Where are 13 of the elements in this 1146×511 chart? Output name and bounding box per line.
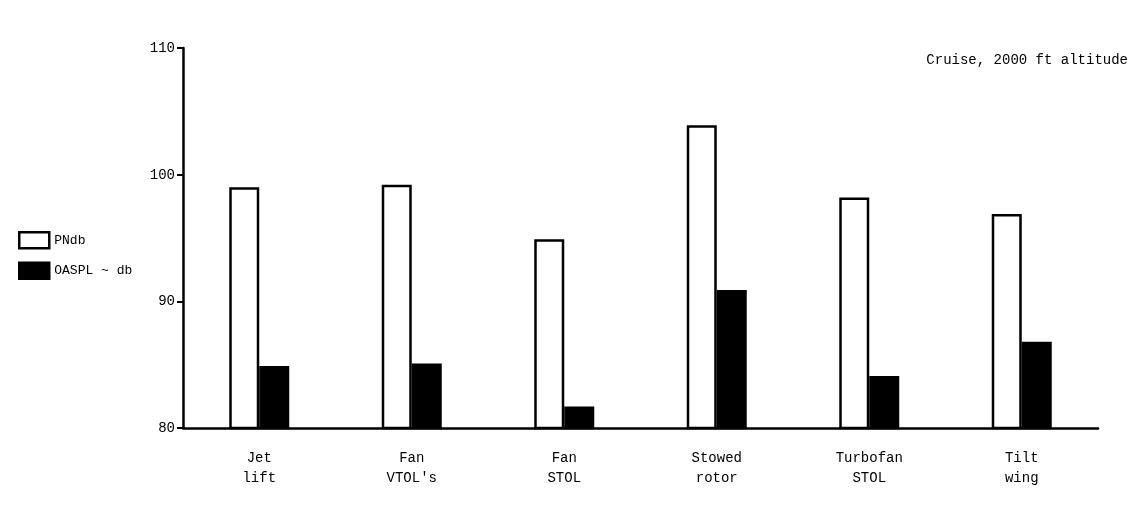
x-tick-label: Jet lift	[242, 450, 277, 486]
legend-label: PNdb	[54, 232, 86, 248]
annotation: Cruise, 2000 ft altitude	[926, 52, 1129, 68]
x-tick-label: Tilt wing	[1004, 450, 1039, 486]
x-tick-label: Stowed rotor	[691, 450, 742, 486]
y-tick-label: 90	[158, 293, 175, 310]
y-tick-label: 100	[149, 166, 175, 183]
y-tick-label: 110	[149, 40, 175, 56]
legend-label: OASPL ~ db	[54, 263, 133, 279]
x-tick-label: Fan VTOL's	[386, 450, 437, 486]
x-tick-label: Fan STOL	[547, 450, 582, 486]
y-tick-label: 80	[158, 420, 175, 436]
x-tick-label: Turbofan STOL	[835, 450, 903, 486]
